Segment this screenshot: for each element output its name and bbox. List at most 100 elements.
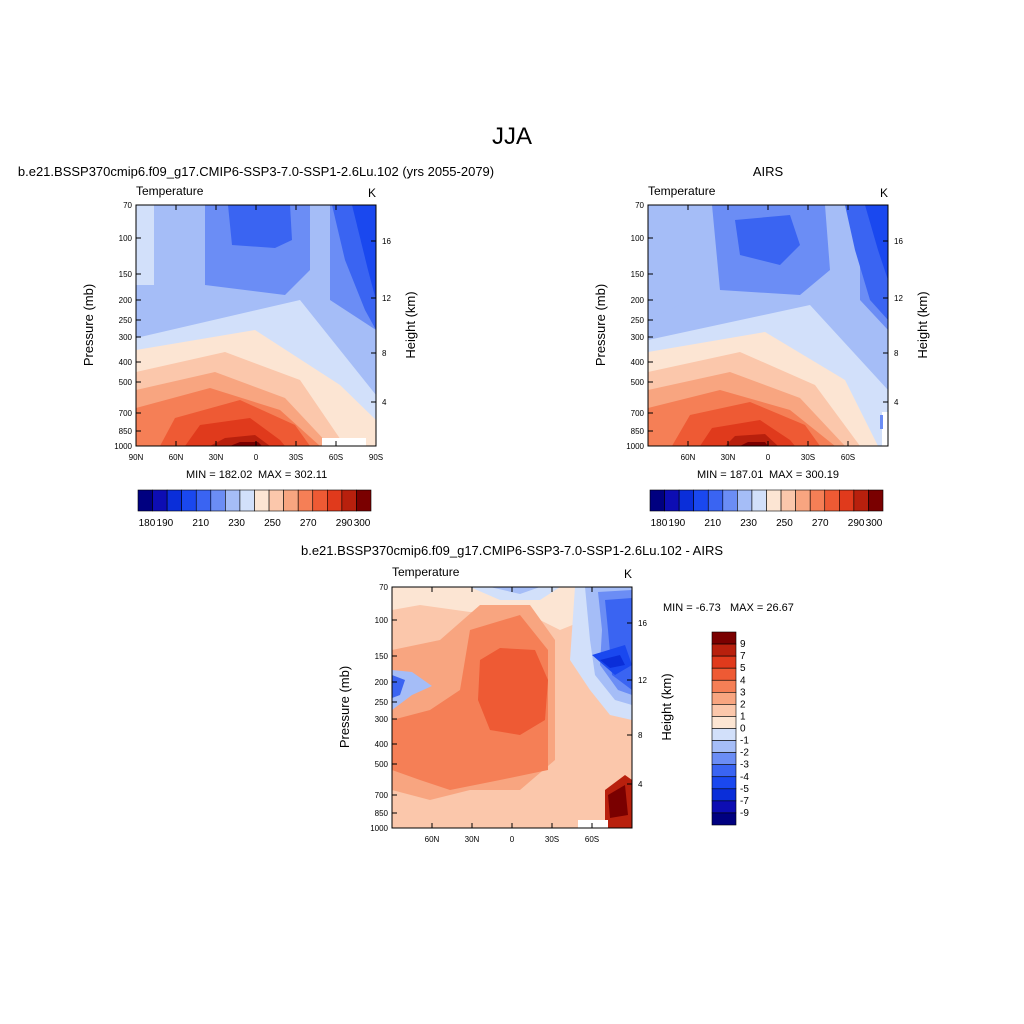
- colorbar-label: 270: [812, 518, 829, 529]
- x-tick-label: 30N: [721, 453, 736, 462]
- colorbar-swatch: [780, 489, 796, 512]
- colorbar-label: 290: [848, 518, 865, 529]
- contour-band: [865, 205, 888, 280]
- contour-band: [228, 205, 292, 248]
- contour-band: [392, 675, 405, 698]
- panel-airs-units: K: [880, 186, 888, 200]
- missing-data-region: [322, 438, 366, 446]
- x-tick-label: 0: [254, 453, 259, 462]
- y2-tick-label: 4: [382, 398, 387, 407]
- y-tick-label: 700: [119, 409, 133, 418]
- colorbar-swatch: [839, 489, 855, 512]
- panel-model-y-ticks: 70 100 150 200 250 300 400 500 700 850 1000: [114, 201, 141, 451]
- contour-band: [880, 415, 883, 429]
- colorbar-swatch: [312, 489, 328, 512]
- y-tick-label: 500: [375, 760, 389, 769]
- y-tick-label: 100: [375, 616, 389, 625]
- colorbar-label: 180: [139, 518, 156, 529]
- colorbar-swatch: [722, 489, 738, 512]
- colorbar-swatch: [711, 679, 737, 693]
- y-tick-label: 300: [119, 333, 133, 342]
- colorbar-label: 300: [866, 518, 883, 529]
- colorbar-swatch: [195, 489, 212, 512]
- y2-tick-label: 8: [638, 731, 643, 740]
- panel-difference-y2label: Height (km): [659, 673, 674, 740]
- y-tick-label: 70: [379, 583, 388, 592]
- panel-airs-plot: 70 100 150 200 250 300 400 500 700 850 1000 4 8 12 16…: [626, 201, 903, 462]
- panel-airs-contours: [648, 205, 888, 446]
- y2-tick-label: 12: [382, 294, 391, 303]
- colorbar-swatch: [225, 489, 241, 512]
- contour-band: [735, 215, 800, 265]
- y-tick-label: 200: [119, 296, 133, 305]
- panel-airs-y2-ticks: 4 8 12 16: [883, 237, 903, 407]
- x-tick-label: 60N: [425, 835, 440, 844]
- panel-difference-x-ticks: 60N 30N 0 30S 60S: [425, 587, 599, 844]
- missing-data-region: [882, 412, 888, 446]
- colorbar-swatch: [853, 489, 869, 512]
- x-tick-label: 30N: [465, 835, 480, 844]
- y2-tick-label: 12: [894, 294, 903, 303]
- colorbar-swatch: [711, 643, 737, 657]
- y-tick-label: 70: [123, 201, 132, 210]
- x-tick-label: 0: [766, 453, 771, 462]
- colorbar-swatch: [210, 489, 226, 512]
- colorbar-label: 230: [740, 518, 757, 529]
- colorbar-swatch: [711, 667, 737, 681]
- x-tick-label: 30S: [545, 835, 559, 844]
- y-tick-label: 200: [375, 678, 389, 687]
- colorbar-swatch: [711, 728, 737, 741]
- colorbar-swatch: [711, 655, 737, 669]
- colorbar-swatch: [137, 489, 153, 512]
- y2-tick-label: 12: [638, 676, 647, 685]
- panel-airs-variable-label: Temperature: [648, 184, 716, 198]
- colorbar-label: 210: [192, 518, 209, 529]
- y2-tick-label: 16: [382, 237, 391, 246]
- y-tick-label: 700: [631, 409, 645, 418]
- panel-model-units: K: [368, 186, 376, 200]
- y-tick-label: 200: [631, 296, 645, 305]
- panel-model-ylabel: Pressure (mb): [81, 284, 96, 366]
- panel-model-contours: [136, 205, 376, 446]
- y2-tick-label: 8: [382, 349, 387, 358]
- y2-tick-label: 4: [894, 398, 899, 407]
- colorbar-label: 290: [336, 518, 353, 529]
- colorbar-swatch: [868, 489, 884, 512]
- y2-tick-label: 16: [638, 619, 647, 628]
- colorbar-label: 2: [740, 699, 746, 710]
- colorbar-swatch: [711, 740, 737, 753]
- panel-model: b.e21.BSSP370cmip6.f09_g17.CMIP6-SSP3-7.…: [18, 164, 494, 529]
- contour-band: [700, 420, 795, 446]
- panel-difference: b.e21.BSSP370cmip6.f09_g17.CMIP6-SSP3-7.…: [301, 543, 794, 844]
- y-tick-label: 150: [119, 270, 133, 279]
- colorbar-swatch: [795, 489, 811, 512]
- colorbar-swatch: [711, 776, 737, 790]
- missing-data-region: [578, 820, 608, 828]
- panel-airs-max: MAX = 300.19: [769, 469, 839, 481]
- x-tick-label: 30S: [289, 453, 303, 462]
- panel-difference-units: K: [624, 567, 632, 581]
- colorbar-label: 9: [740, 639, 746, 650]
- colorbar-swatch: [711, 812, 737, 826]
- colorbar-label: 3: [740, 687, 746, 698]
- x-tick-label: 60S: [329, 453, 343, 462]
- y-tick-label: 100: [631, 234, 645, 243]
- colorbar-label: 190: [669, 518, 686, 529]
- contour-band: [600, 655, 625, 668]
- x-tick-label: 60S: [585, 835, 599, 844]
- y-tick-label: 500: [119, 378, 133, 387]
- panel-airs-x-ticks: 60N 30N 0 30S 60S: [681, 205, 855, 462]
- y-tick-label: 500: [631, 378, 645, 387]
- colorbar-label: -9: [740, 808, 749, 819]
- y-tick-label: 400: [631, 358, 645, 367]
- panel-airs-colorbar: 180 190 210 230 250 270 290 300: [649, 489, 884, 529]
- y-tick-label: 300: [631, 333, 645, 342]
- colorbar-label: 250: [264, 518, 281, 529]
- y-tick-label: 400: [119, 358, 133, 367]
- y2-tick-label: 16: [894, 237, 903, 246]
- x-tick-label: 30N: [209, 453, 224, 462]
- colorbar-label: -4: [740, 772, 749, 783]
- colorbar-swatch: [711, 764, 737, 778]
- colorbar-label: 0: [740, 724, 746, 735]
